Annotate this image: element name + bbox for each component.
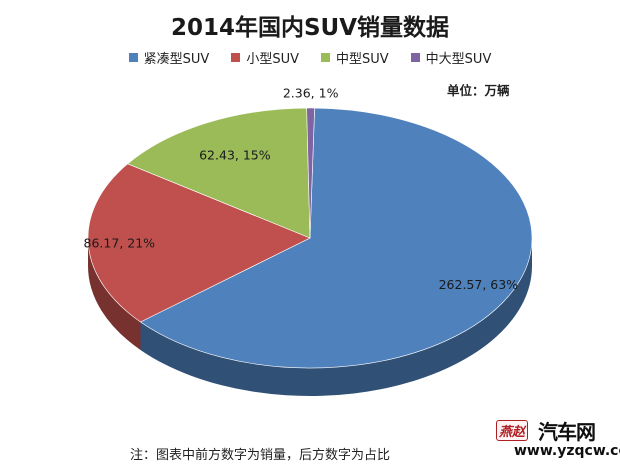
legend-swatch <box>410 53 420 62</box>
pie-slice-side <box>88 238 141 350</box>
data-label: 86.17, 21% <box>84 235 156 250</box>
legend-label: 中大型SUV <box>425 52 492 67</box>
pie-tops <box>87 107 533 369</box>
pie-labels: 262.57, 63% 86.17, 21% 62.43, 15% 2.36, 1% <box>84 85 519 292</box>
legend: 紧凑型SUV 小型SUV 中型SUV 中大型SUV <box>0 48 620 67</box>
pie-slice <box>87 163 311 323</box>
legend-item: 小型SUV <box>231 48 299 67</box>
unit-note: 单位：万辆 <box>447 83 510 98</box>
legend-item: 中大型SUV <box>410 48 492 67</box>
legend-label: 小型SUV <box>246 52 299 67</box>
pie-sides <box>88 238 532 396</box>
data-label: 62.43, 15% <box>199 147 271 162</box>
legend-label: 紧凑型SUV <box>143 52 210 67</box>
data-label: 262.57, 63% <box>439 277 519 292</box>
legend-item: 中型SUV <box>321 48 389 67</box>
legend-swatch <box>321 53 330 62</box>
legend-swatch <box>128 53 138 62</box>
legend-swatch <box>231 53 241 62</box>
pie-slice <box>127 107 311 239</box>
watermark-logo: 燕赵 汽车网 www.yzqcw.com <box>496 416 620 463</box>
data-label: 2.36, 1% <box>283 85 339 100</box>
footnote: 注：图表中前方数字为销量，后方数字为占比 <box>130 448 391 463</box>
watermark-brand: 汽车网 <box>538 420 596 444</box>
legend-label: 中型SUV <box>336 52 389 67</box>
pie-slice <box>306 107 315 239</box>
pie-slice-side <box>140 238 532 396</box>
watermark-seal: 燕赵 <box>496 420 529 441</box>
legend-item: 紧凑型SUV <box>128 48 210 67</box>
chart-title: 2014年国内SUV销量数据 <box>170 15 450 41</box>
watermark-url: www.yzqcw.com <box>514 443 620 459</box>
pie-slice <box>139 107 533 369</box>
